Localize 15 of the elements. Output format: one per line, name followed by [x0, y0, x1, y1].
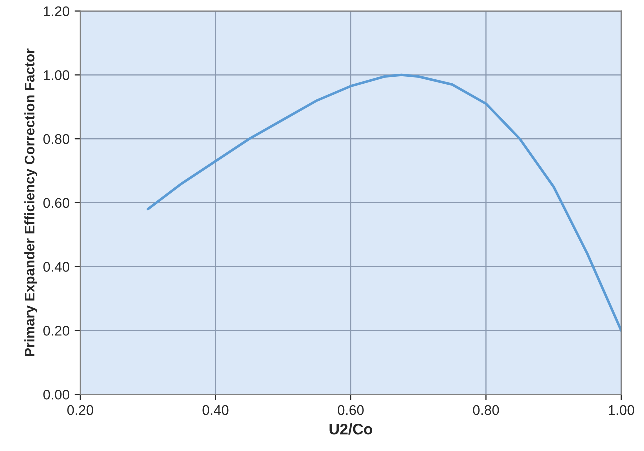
x-tick-label: 1.00	[609, 405, 634, 416]
x-tick-label: 0.40	[202, 405, 229, 416]
y-tick-label: 1.00	[44, 70, 70, 80]
y-axis-title: Primary Expander Efficiency Correction Factor	[24, 48, 38, 356]
y-tick-label: 1.20	[44, 6, 70, 16]
line-series	[146, 74, 622, 332]
x-tick-label: 0.80	[473, 405, 500, 416]
y-tick-label: 0.40	[44, 262, 70, 272]
x-tick-label: 0.20	[68, 405, 94, 416]
y-tick-label: 0.80	[44, 134, 70, 144]
x-tick-label: 0.60	[338, 405, 364, 416]
x-axis-title: U2/Co	[330, 424, 372, 435]
y-tick-label: 0.20	[44, 326, 70, 336]
y-tick-label: 0.60	[44, 198, 70, 208]
y-tick-label: 0.00	[44, 390, 70, 400]
